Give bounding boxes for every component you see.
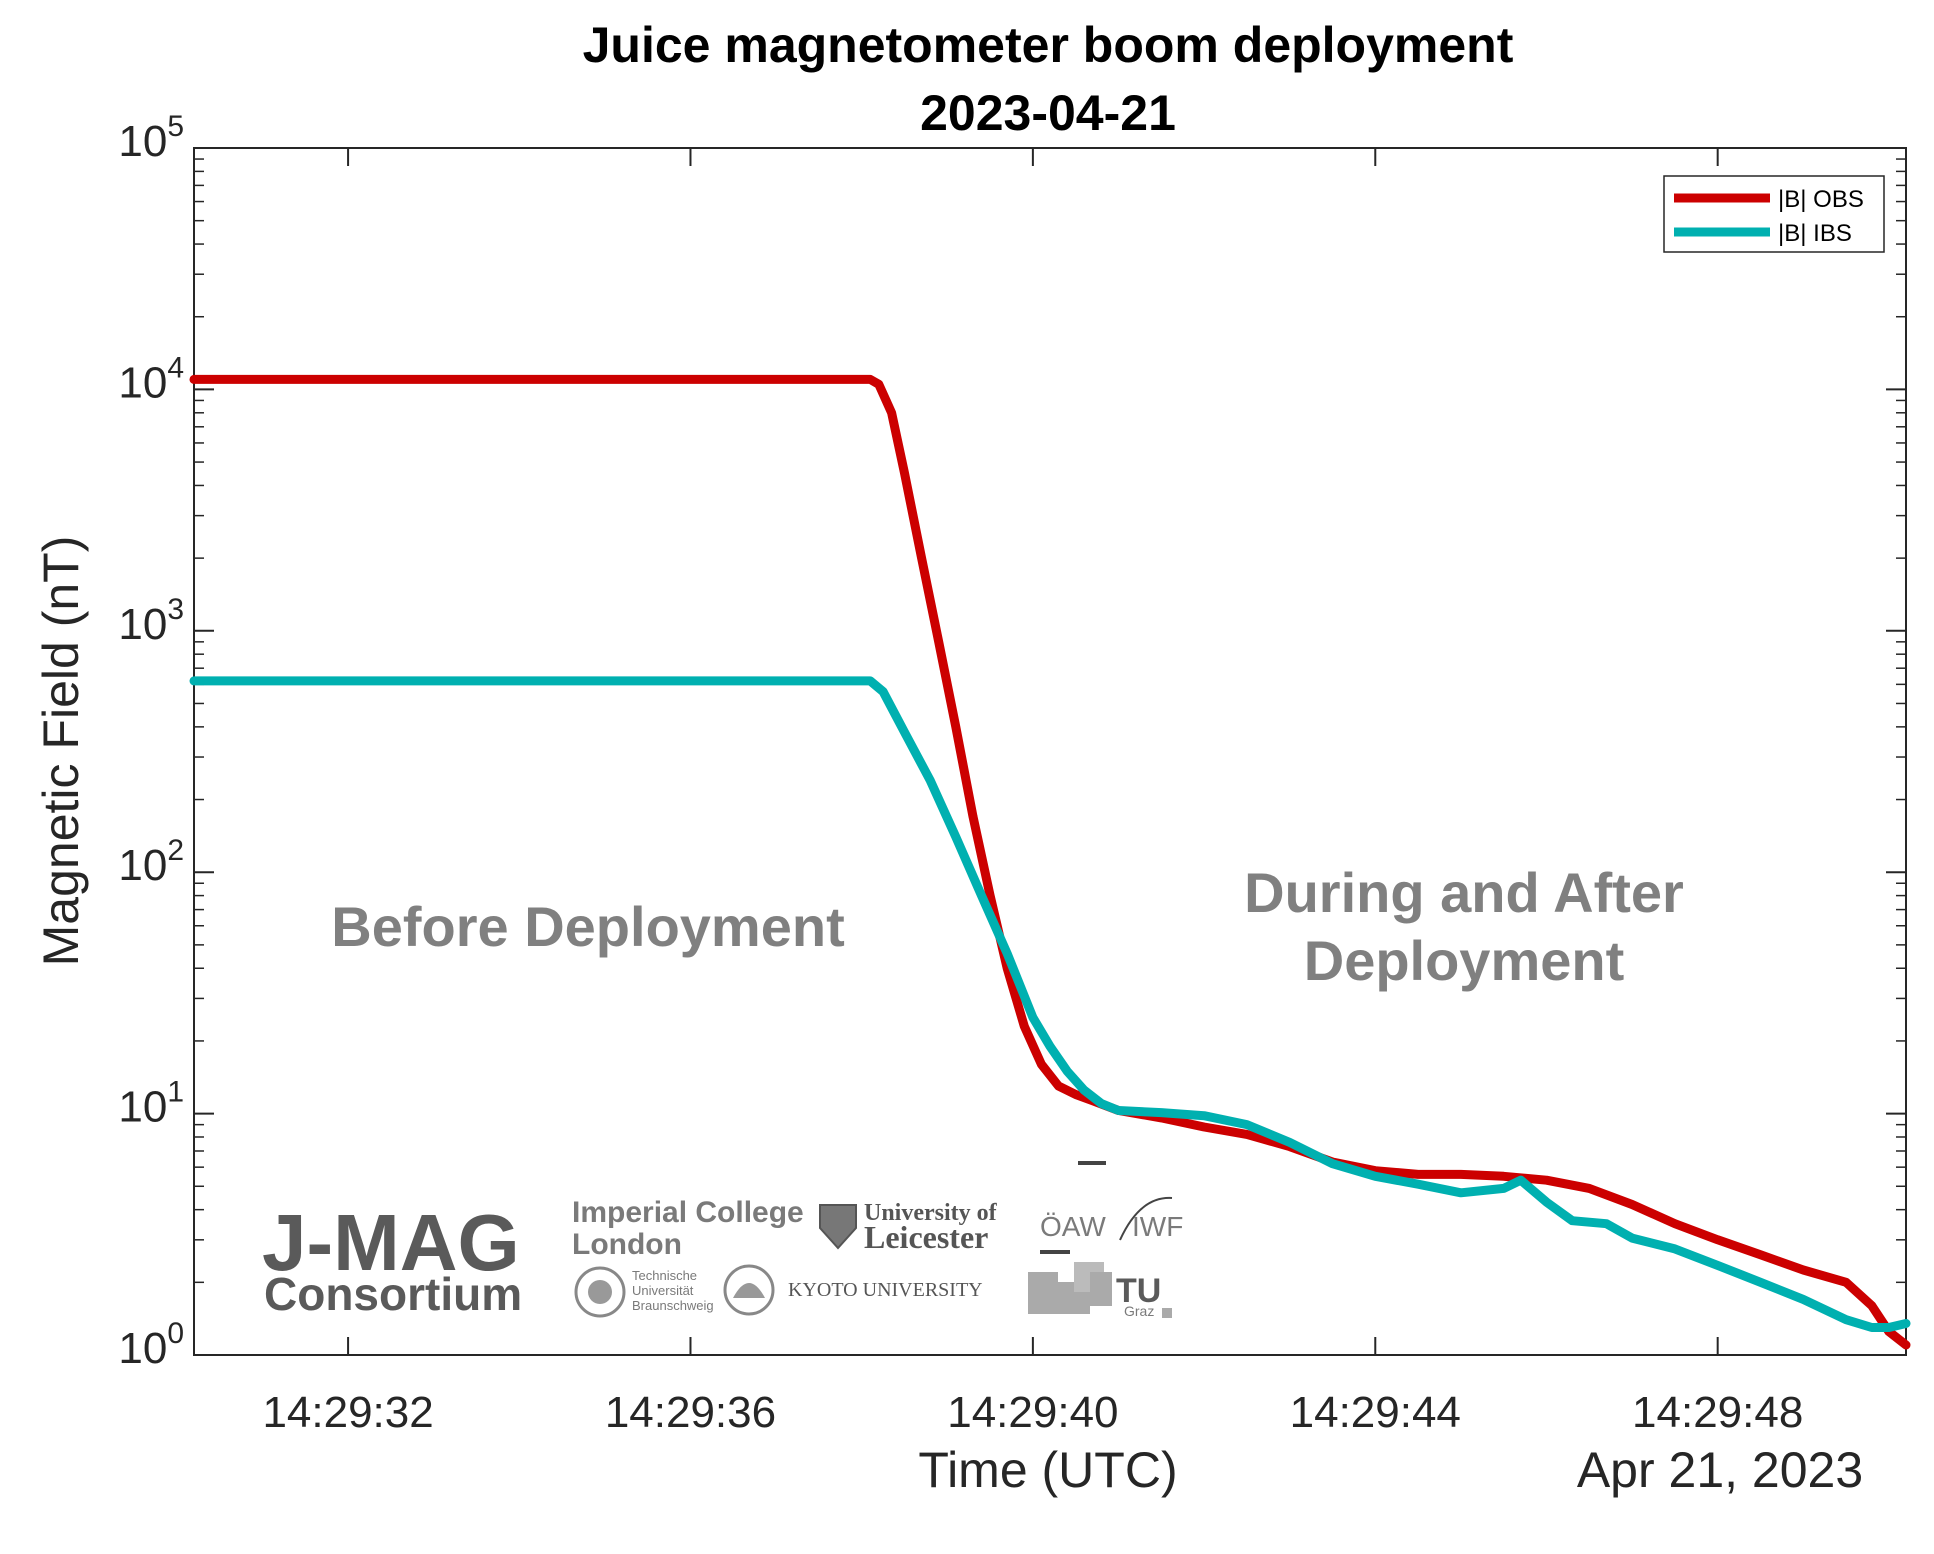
leicester-logo-line1: University of [864, 1200, 998, 1226]
annotation-before: Before Deployment [331, 895, 844, 958]
leicester-logo-line2: Leicester [864, 1219, 988, 1255]
imperial-logo-line1: Imperial College [572, 1196, 804, 1229]
jmag-logo-text: J-MAG [262, 1198, 520, 1287]
tu-graz-sub: Graz [1124, 1303, 1154, 1319]
tu-bs-line3: Braunschweig [632, 1298, 714, 1313]
series-line-ibs [189, 676, 1911, 1332]
tu-graz-blocks-icon [1028, 1262, 1112, 1314]
x-tick-label: 14:29:48 [1632, 1388, 1803, 1437]
x-tick-labels: 14:29:32 14:29:36 14:29:40 14:29:44 14:29:48 [262, 1388, 1803, 1437]
y-tick-label: 105 [118, 110, 184, 166]
tick-marks [194, 147, 1906, 1356]
series-line-obs [189, 374, 1911, 1350]
leicester-shield-icon [819, 1204, 857, 1250]
kyoto-logo: KYOTO UNIVERSITY [788, 1279, 983, 1301]
tu-graz-dot-icon [1162, 1308, 1172, 1318]
annotation-after-line2: Deployment [1304, 929, 1625, 992]
y-tick-label: 103 [118, 593, 184, 649]
consortium-logo-text: Consortium [264, 1268, 522, 1320]
x-date-label: Apr 21, 2023 [1577, 1442, 1863, 1498]
y-tick-label: 102 [118, 834, 184, 890]
iwf-logo: IWF [1132, 1211, 1183, 1242]
x-axis-label: Time (UTC) [918, 1442, 1177, 1498]
iwf-swoosh-icon [1119, 1196, 1173, 1241]
y-axis-label: Magnetic Field (nT) [33, 536, 89, 967]
y-tick-labels: 100 101 102 103 104 105 [118, 110, 184, 1373]
x-tick-label: 14:29:44 [1290, 1388, 1461, 1437]
legend-label-ibs: |B| IBS [1778, 220, 1852, 247]
legend-label-obs: |B| OBS [1778, 186, 1864, 213]
y-tick-label: 104 [118, 351, 184, 407]
plot-area [193, 147, 1907, 1356]
kyoto-seal-icon [723, 1264, 775, 1316]
imperial-logo-line2: London [572, 1228, 682, 1261]
tu-graz-logo: TU [1116, 1272, 1161, 1310]
series-lines [189, 374, 1911, 1350]
tu-braunschweig-seal-icon [574, 1266, 626, 1318]
tu-bs-line2: Universität [632, 1283, 694, 1298]
chart-subtitle: 2023-04-21 [920, 85, 1176, 141]
consortium-logos: J-MAG Consortium Imperial College London… [262, 1161, 1183, 1320]
x-tick-label: 14:29:32 [262, 1388, 433, 1437]
chart-title: Juice magnetometer boom deployment [583, 17, 1514, 73]
legend-box [1663, 175, 1885, 253]
annotation-after-line1: During and After [1244, 861, 1684, 924]
x-tick-label: 14:29:40 [947, 1388, 1118, 1437]
y-tick-label: 101 [118, 1076, 184, 1132]
oeaw-logo: ÖAW [1040, 1211, 1106, 1242]
tu-bs-line1: Technische [632, 1268, 697, 1283]
x-tick-label: 14:29:36 [605, 1388, 776, 1437]
legend: |B| OBS |B| IBS [1663, 175, 1885, 253]
y-tick-label: 100 [118, 1317, 184, 1373]
